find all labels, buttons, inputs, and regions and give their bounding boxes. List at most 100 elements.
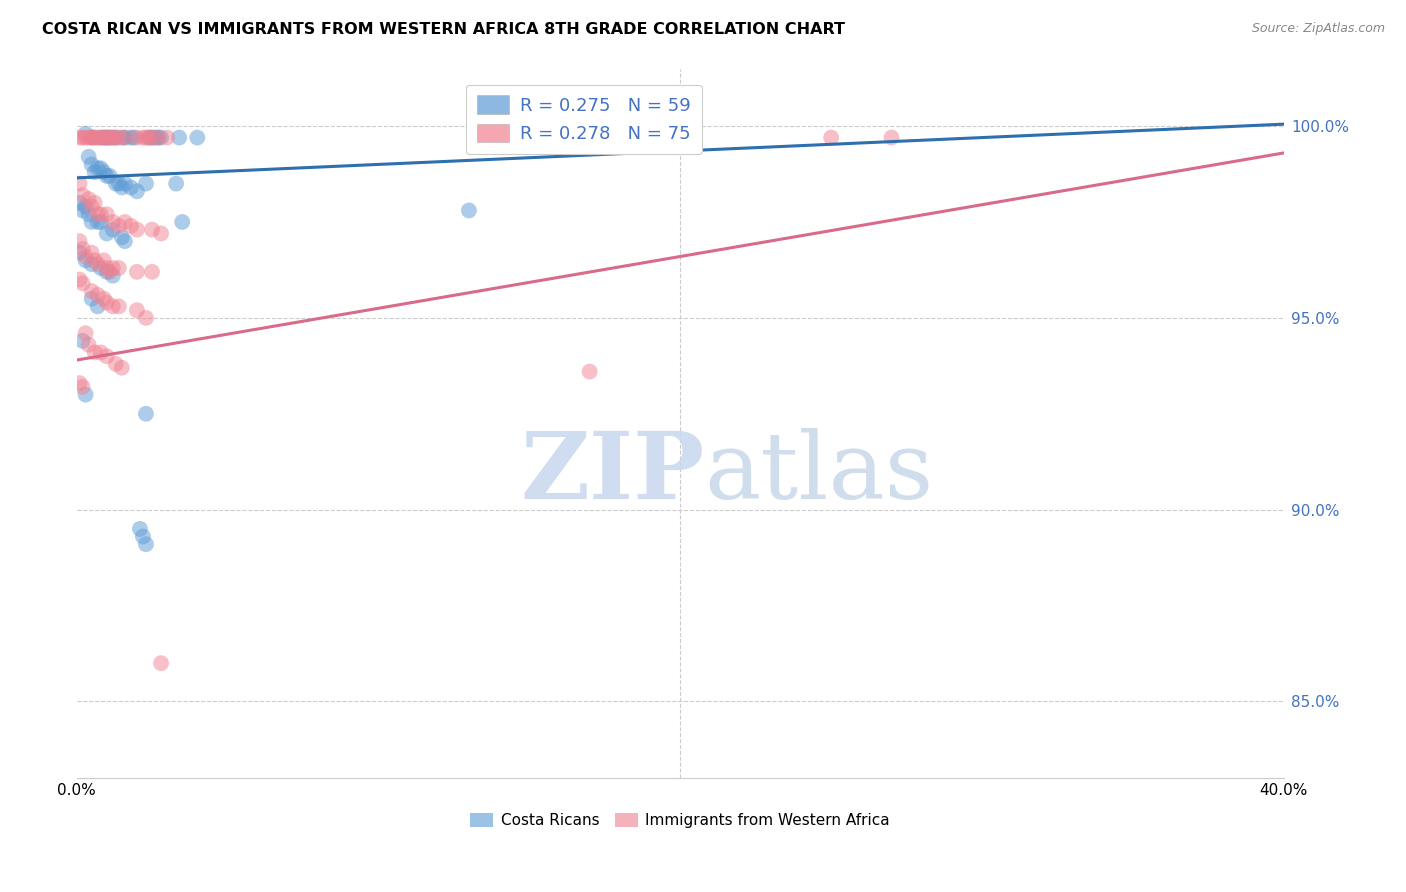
Legend: Costa Ricans, Immigrants from Western Africa: Costa Ricans, Immigrants from Western Af… — [464, 807, 896, 834]
Point — [80, 130, 103, 145]
Point — [165, 177, 187, 191]
Point — [108, 299, 131, 313]
Point — [101, 130, 124, 145]
Point — [72, 334, 94, 348]
Point — [135, 177, 157, 191]
Y-axis label: 8th Grade: 8th Grade — [0, 388, 7, 458]
Point — [138, 130, 160, 145]
Point — [167, 130, 190, 145]
Point — [114, 130, 136, 145]
Point — [90, 130, 112, 145]
Point — [86, 288, 108, 302]
Point — [83, 345, 105, 359]
Point — [86, 299, 108, 313]
Point — [86, 207, 108, 221]
Point — [143, 130, 166, 145]
Point — [96, 207, 118, 221]
Point — [86, 215, 108, 229]
Point — [75, 326, 97, 341]
Point — [104, 177, 127, 191]
Point — [96, 260, 118, 275]
Point — [80, 200, 103, 214]
Point — [72, 188, 94, 202]
Point — [90, 345, 112, 359]
Point — [122, 130, 145, 145]
Point — [146, 130, 169, 145]
Point — [77, 150, 100, 164]
Point — [83, 165, 105, 179]
Point — [101, 260, 124, 275]
Point — [125, 222, 148, 236]
Point — [108, 219, 131, 233]
Point — [186, 130, 208, 145]
Point — [108, 177, 131, 191]
Point — [69, 177, 91, 191]
Point — [86, 130, 108, 145]
Point — [69, 272, 91, 286]
Point — [111, 180, 134, 194]
Point — [880, 130, 903, 145]
Point — [75, 387, 97, 401]
Point — [69, 234, 91, 248]
Point — [80, 245, 103, 260]
Point — [77, 337, 100, 351]
Point — [104, 357, 127, 371]
Point — [77, 130, 100, 145]
Point — [72, 130, 94, 145]
Point — [75, 130, 97, 145]
Point — [129, 522, 152, 536]
Point — [141, 265, 163, 279]
Point — [72, 242, 94, 256]
Point — [104, 130, 127, 145]
Point — [146, 130, 169, 145]
Point — [132, 130, 155, 145]
Point — [141, 222, 163, 236]
Point — [69, 195, 91, 210]
Point — [69, 130, 91, 145]
Point — [90, 260, 112, 275]
Point — [83, 130, 105, 145]
Point — [96, 295, 118, 310]
Point — [150, 656, 173, 670]
Point — [120, 180, 142, 194]
Point — [114, 177, 136, 191]
Point — [114, 130, 136, 145]
Point — [101, 268, 124, 283]
Point — [80, 292, 103, 306]
Point — [114, 215, 136, 229]
Point — [96, 130, 118, 145]
Point — [101, 222, 124, 236]
Point — [72, 277, 94, 291]
Point — [93, 165, 115, 179]
Point — [93, 130, 115, 145]
Point — [132, 530, 155, 544]
Point — [90, 130, 112, 145]
Point — [75, 250, 97, 264]
Point — [114, 234, 136, 248]
Point — [77, 207, 100, 221]
Point — [135, 537, 157, 551]
Point — [135, 407, 157, 421]
Point — [72, 203, 94, 218]
Point — [98, 130, 121, 145]
Point — [77, 192, 100, 206]
Point — [141, 130, 163, 145]
Point — [96, 169, 118, 183]
Point — [96, 130, 118, 145]
Point — [80, 257, 103, 271]
Point — [101, 299, 124, 313]
Text: atlas: atlas — [704, 428, 934, 518]
Point — [69, 376, 91, 390]
Point — [125, 130, 148, 145]
Point — [820, 130, 842, 145]
Point — [75, 253, 97, 268]
Point — [90, 207, 112, 221]
Point — [156, 130, 179, 145]
Point — [96, 349, 118, 363]
Point — [75, 127, 97, 141]
Point — [90, 215, 112, 229]
Point — [83, 253, 105, 268]
Point — [83, 195, 105, 210]
Point — [69, 245, 91, 260]
Point — [135, 310, 157, 325]
